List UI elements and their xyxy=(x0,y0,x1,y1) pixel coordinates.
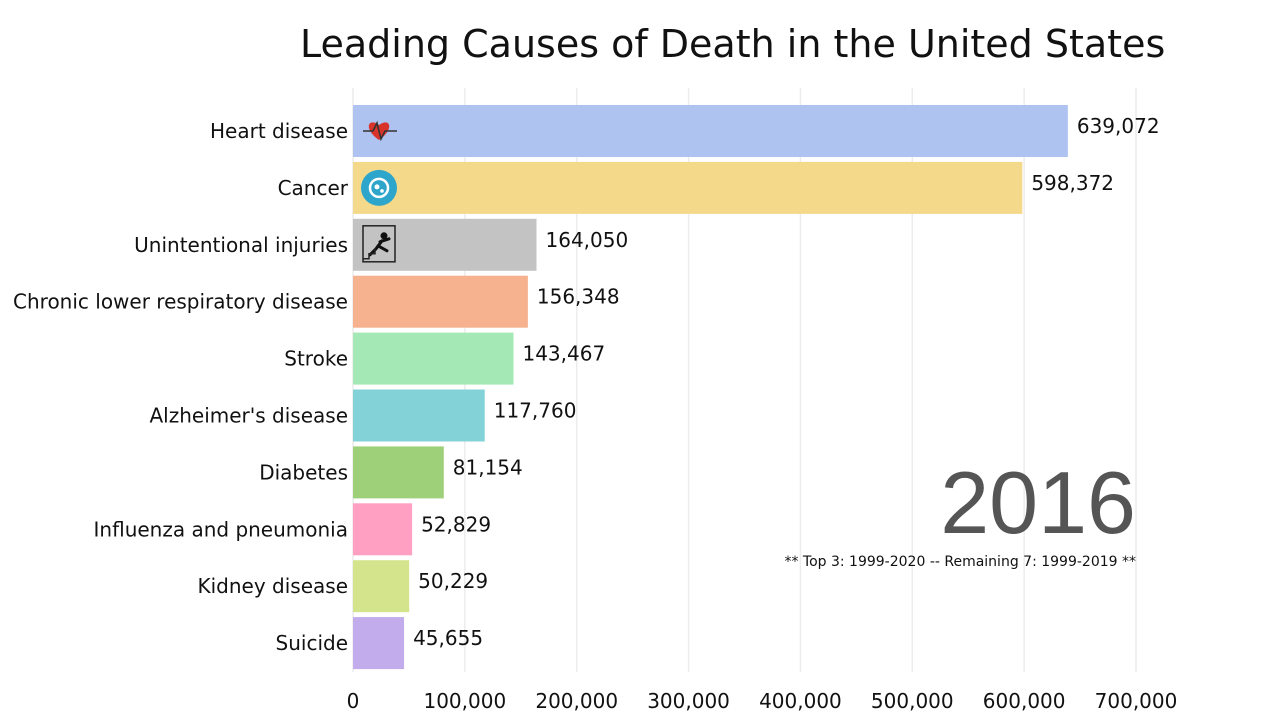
category-label: Cancer xyxy=(278,176,349,200)
value-label: 117,760 xyxy=(494,399,577,423)
x-axis-ticks: 0 100,000 200,000 300,000 400,000 500,000 600,… xyxy=(347,689,1178,713)
bar xyxy=(353,332,514,385)
x-tick-label: 400,000 xyxy=(759,689,842,713)
category-label: Kidney disease xyxy=(198,574,349,598)
category-label: Heart disease xyxy=(210,119,348,143)
bar xyxy=(353,560,410,613)
value-label: 143,467 xyxy=(522,342,605,366)
value-label: 598,372 xyxy=(1031,171,1114,195)
bar xyxy=(353,617,405,670)
bar xyxy=(353,446,444,499)
bar xyxy=(353,105,1068,157)
value-label: 156,348 xyxy=(537,285,620,309)
category-label: Diabetes xyxy=(259,460,348,484)
chart-title: Leading Causes of Death in the United St… xyxy=(300,22,1166,66)
x-tick-label: 0 xyxy=(347,689,360,713)
category-label: Suicide xyxy=(276,631,348,655)
bar xyxy=(353,503,413,556)
bars xyxy=(353,105,1068,670)
bar xyxy=(353,161,1023,214)
falling-person-icon xyxy=(362,225,396,263)
bar-icons xyxy=(361,120,397,263)
category-label: Stroke xyxy=(284,347,348,371)
value-labels: 639,072 598,372 164,050 156,348 143,467 117,7… xyxy=(413,114,1159,650)
x-tick-label: 700,000 xyxy=(1095,689,1178,713)
x-tick-label: 500,000 xyxy=(871,689,954,713)
cancer-cell-icon xyxy=(361,169,397,206)
heart-pulse-icon xyxy=(363,120,397,142)
bar xyxy=(353,389,485,442)
x-tick-label: 100,000 xyxy=(423,689,506,713)
x-tick-label: 200,000 xyxy=(535,689,618,713)
category-labels: Heart disease Cancer Unintentional injurie… xyxy=(13,119,349,655)
category-label: Chronic lower respiratory disease xyxy=(13,290,348,314)
year-label: 2016 xyxy=(940,453,1136,552)
bar xyxy=(353,275,528,328)
value-label: 164,050 xyxy=(546,228,629,252)
x-tick-label: 600,000 xyxy=(983,689,1066,713)
chart-note: ** Top 3: 1999-2020 -- Remaining 7: 1999… xyxy=(784,554,1136,570)
category-label: Alzheimer's disease xyxy=(149,404,348,428)
category-label: Unintentional injuries xyxy=(134,233,348,257)
value-label: 52,829 xyxy=(421,512,491,536)
value-label: 50,229 xyxy=(418,569,488,593)
x-tick-label: 300,000 xyxy=(647,689,730,713)
category-label: Influenza and pneumonia xyxy=(94,517,348,541)
value-label: 639,072 xyxy=(1077,114,1160,138)
value-label: 45,655 xyxy=(413,626,483,650)
value-label: 81,154 xyxy=(453,455,523,479)
